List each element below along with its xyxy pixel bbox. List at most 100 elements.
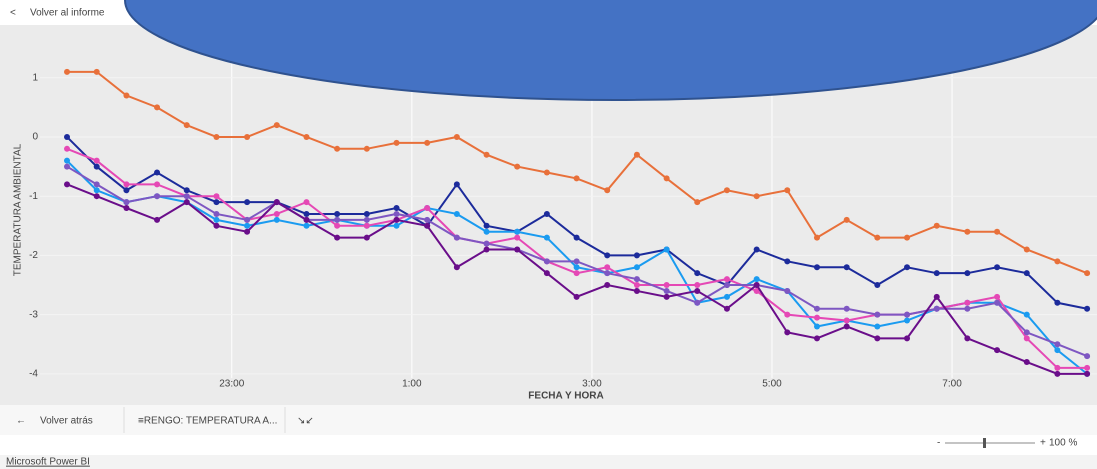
data-point — [213, 210, 220, 217]
data-point — [93, 181, 100, 188]
zoom-plus[interactable]: + — [1040, 438, 1046, 449]
data-point — [933, 293, 940, 300]
data-point — [1084, 364, 1091, 371]
data-point — [813, 323, 820, 330]
data-point — [154, 193, 161, 200]
data-point — [363, 210, 370, 217]
data-point — [1054, 258, 1061, 265]
data-point — [573, 264, 580, 271]
data-point — [874, 335, 881, 342]
data-point — [1023, 270, 1030, 277]
data-point — [334, 234, 341, 241]
overlay-ellipse — [124, 0, 1097, 101]
back-chevron[interactable]: < — [10, 8, 16, 19]
data-point — [604, 252, 611, 259]
y-axis-label: TEMPERATURA AMBIENTAL — [13, 143, 24, 276]
footer-brand[interactable]: Microsoft Power BI — [6, 457, 90, 468]
data-point — [994, 299, 1001, 306]
x-axis-label: FECHA Y HORA — [528, 391, 603, 402]
data-point — [244, 199, 251, 206]
data-point — [573, 234, 580, 241]
data-point — [784, 311, 791, 318]
data-point — [363, 145, 370, 152]
data-point — [303, 133, 310, 140]
data-point — [393, 205, 400, 212]
data-point — [303, 210, 310, 217]
data-point — [514, 246, 521, 253]
data-point — [363, 222, 370, 229]
data-point — [663, 282, 670, 289]
data-point — [753, 287, 760, 294]
data-point — [813, 305, 820, 312]
y-tick-label: -2 — [29, 250, 38, 261]
data-point — [334, 210, 341, 217]
data-point — [874, 311, 881, 318]
data-point — [604, 264, 611, 271]
data-point — [273, 122, 280, 129]
data-point — [424, 216, 431, 223]
data-point — [244, 222, 251, 229]
data-point — [723, 305, 730, 312]
x-tick-label: 3:00 — [582, 379, 602, 390]
data-point — [1084, 270, 1091, 277]
data-point — [663, 246, 670, 253]
y-tick-label: -3 — [29, 309, 38, 320]
data-point — [453, 133, 460, 140]
back-button[interactable]: Volver atrás — [40, 416, 93, 427]
data-point — [694, 287, 701, 294]
data-point — [573, 270, 580, 277]
data-point — [363, 216, 370, 223]
data-point — [334, 145, 341, 152]
data-point — [994, 347, 1001, 354]
data-point — [1084, 370, 1091, 377]
data-point — [123, 199, 130, 206]
data-point — [723, 282, 730, 289]
data-point — [483, 246, 490, 253]
data-point — [514, 163, 521, 170]
data-point — [1054, 347, 1061, 354]
data-point — [244, 216, 251, 223]
data-point — [123, 205, 130, 212]
data-point — [393, 139, 400, 146]
data-point — [154, 181, 161, 188]
zoom-thumb[interactable] — [983, 438, 986, 448]
data-point — [213, 216, 220, 223]
data-point — [933, 270, 940, 277]
zoom-minus[interactable]: - — [937, 438, 940, 449]
data-point — [64, 181, 71, 188]
data-point — [633, 151, 640, 158]
data-point — [424, 139, 431, 146]
data-point — [213, 133, 220, 140]
data-point — [663, 293, 670, 300]
data-point — [334, 216, 341, 223]
data-point — [543, 270, 550, 277]
data-point — [453, 234, 460, 241]
data-point — [904, 311, 911, 318]
data-point — [723, 187, 730, 194]
page-tab[interactable]: ≡RENGO: TEMPERATURA A... — [138, 416, 277, 427]
data-point — [633, 252, 640, 259]
data-point — [1023, 246, 1030, 253]
data-point — [843, 323, 850, 330]
data-point — [633, 282, 640, 289]
data-point — [904, 335, 911, 342]
data-point — [244, 133, 251, 140]
data-point — [123, 92, 130, 99]
x-tick-label: 7:00 — [942, 379, 962, 390]
data-point — [93, 157, 100, 164]
data-point — [1023, 359, 1030, 366]
data-point — [363, 234, 370, 241]
data-point — [273, 216, 280, 223]
data-point — [994, 228, 1001, 235]
data-point — [183, 122, 190, 129]
data-point — [424, 222, 431, 229]
data-point — [633, 276, 640, 283]
back-link[interactable]: Volver al informe — [30, 8, 105, 19]
data-point — [154, 169, 161, 176]
data-point — [694, 299, 701, 306]
data-point — [723, 293, 730, 300]
expand-icon[interactable]: ↘↙ — [297, 416, 314, 427]
x-tick-label: 1:00 — [402, 379, 422, 390]
back-arrow[interactable]: ← — [16, 416, 26, 427]
